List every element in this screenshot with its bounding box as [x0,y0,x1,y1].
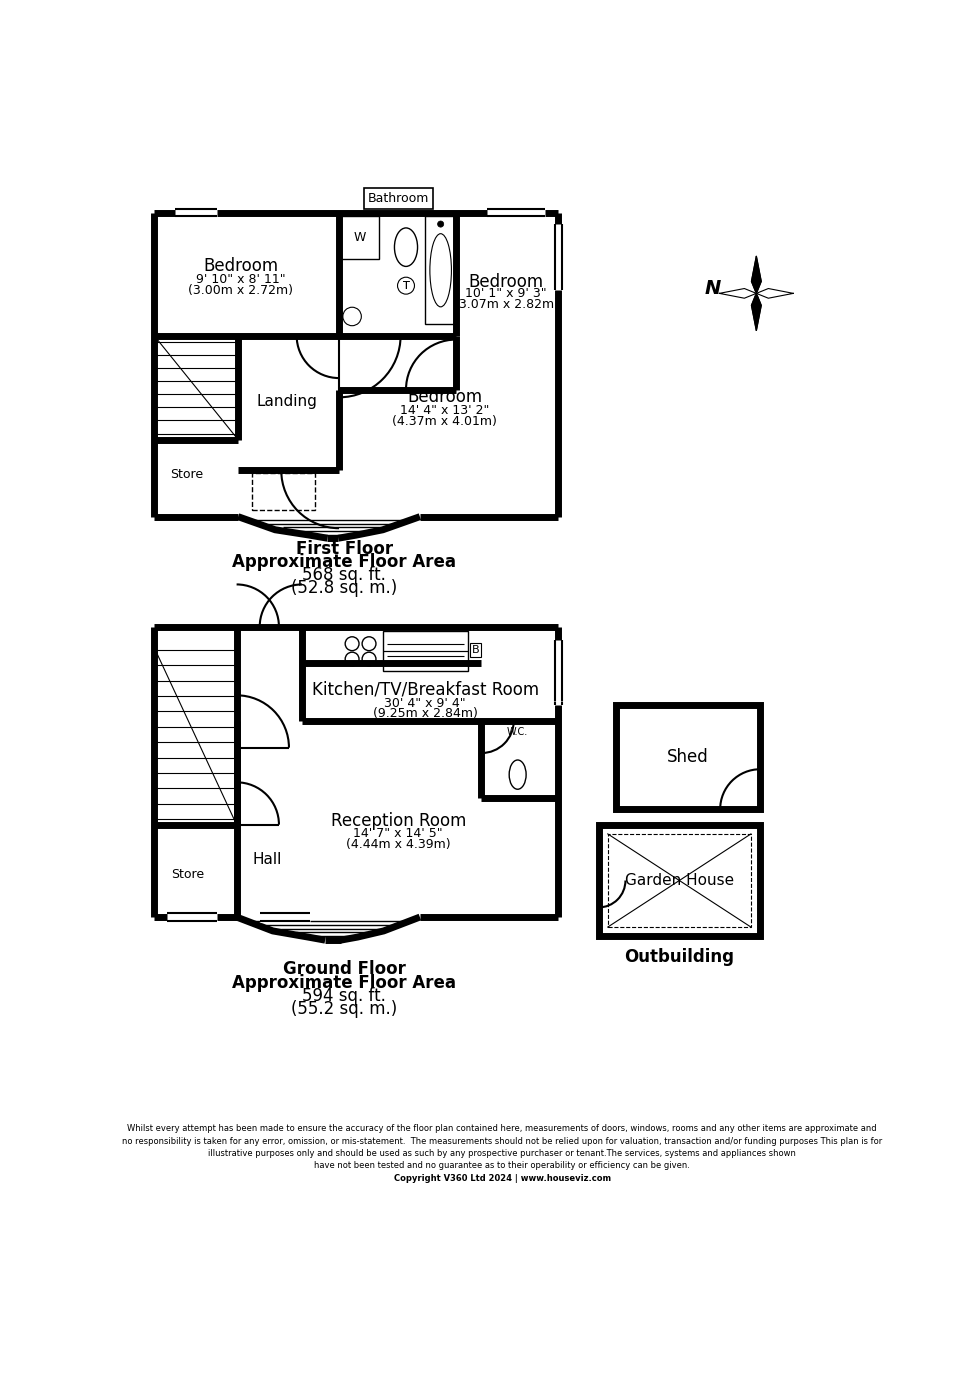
Circle shape [345,636,359,650]
Ellipse shape [430,234,452,306]
Circle shape [363,653,376,667]
Text: Whilst every attempt has been made to ensure the accuracy of the floor plan cont: Whilst every attempt has been made to en… [127,1124,877,1134]
Text: T: T [403,281,410,291]
Text: B: B [471,643,479,657]
Text: have not been tested and no guarantee as to their operability or efficiency can : have not been tested and no guarantee as… [315,1161,690,1170]
Polygon shape [752,294,761,330]
Text: (55.2 sq. m.): (55.2 sq. m.) [291,999,398,1017]
Text: Hall: Hall [253,852,282,866]
Text: W: W [354,230,366,244]
Text: (9.25m x 2.84m): (9.25m x 2.84m) [372,707,477,721]
Text: Bathroom: Bathroom [368,193,429,205]
Text: 594 sq. ft.: 594 sq. ft. [303,987,386,1005]
Text: 14' 4" x 13' 2": 14' 4" x 13' 2" [400,403,489,417]
Text: B: B [471,644,479,654]
Text: Kitchen/TV/Breakfast Room: Kitchen/TV/Breakfast Room [312,681,539,699]
Text: Copyright V360 Ltd 2024 | www.houseviz.com: Copyright V360 Ltd 2024 | www.houseviz.c… [394,1174,611,1182]
Text: 10' 1" x 9' 3": 10' 1" x 9' 3" [466,287,547,299]
Text: (4.44m x 4.39m): (4.44m x 4.39m) [346,839,451,851]
Bar [608,834,751,927]
Bar [339,216,379,259]
Text: Outbuilding: Outbuilding [624,948,734,966]
Text: T: T [403,281,410,291]
Text: Store: Store [172,868,205,881]
Text: (4.37m x 4.01m): (4.37m x 4.01m) [392,414,497,428]
Text: Bedroom: Bedroom [203,258,278,276]
Ellipse shape [510,760,526,789]
Polygon shape [752,256,761,294]
Text: (3.00m x 2.72m): (3.00m x 2.72m) [188,284,293,297]
Text: Bedroom: Bedroom [468,273,544,291]
Text: 568 sq. ft.: 568 sq. ft. [303,567,386,584]
Bar [425,216,456,324]
Circle shape [398,277,415,294]
Text: 14' 7" x 14' 5": 14' 7" x 14' 5" [354,827,443,840]
Text: Store: Store [170,468,203,481]
Text: Landing: Landing [256,394,318,409]
Text: Approximate Floor Area: Approximate Floor Area [232,973,457,991]
Circle shape [343,308,362,326]
Text: Garden House: Garden House [625,873,734,888]
Text: (52.8 sq. m.): (52.8 sq. m.) [291,579,398,597]
Text: W.C.: W.C. [507,728,528,737]
Text: no responsibility is taken for any error, omission, or mis-statement.  The measu: no responsibility is taken for any error… [122,1137,882,1146]
Text: 9' 10" x 8' 11": 9' 10" x 8' 11" [196,273,285,286]
Text: 30' 4" x 9' 4": 30' 4" x 9' 4" [384,697,466,710]
Bar [599,825,760,937]
Circle shape [438,220,444,227]
Text: N: N [705,279,721,298]
Text: First Floor: First Floor [296,541,393,559]
Bar [383,631,467,671]
Bar [252,473,316,510]
Text: (3.07m x 2.82m): (3.07m x 2.82m) [454,298,559,310]
Text: Shed: Shed [667,748,710,766]
Bar [616,705,760,809]
Polygon shape [757,288,794,298]
Text: Bedroom: Bedroom [407,388,482,406]
Circle shape [345,653,359,667]
Text: Reception Room: Reception Room [330,812,466,830]
Text: illustrative purposes only and should be used as such by any prospective purchas: illustrative purposes only and should be… [209,1149,796,1157]
Ellipse shape [395,227,417,266]
Text: Ground Floor: Ground Floor [283,960,406,979]
Polygon shape [719,288,757,298]
Circle shape [363,636,376,650]
Text: Approximate Floor Area: Approximate Floor Area [232,553,457,571]
